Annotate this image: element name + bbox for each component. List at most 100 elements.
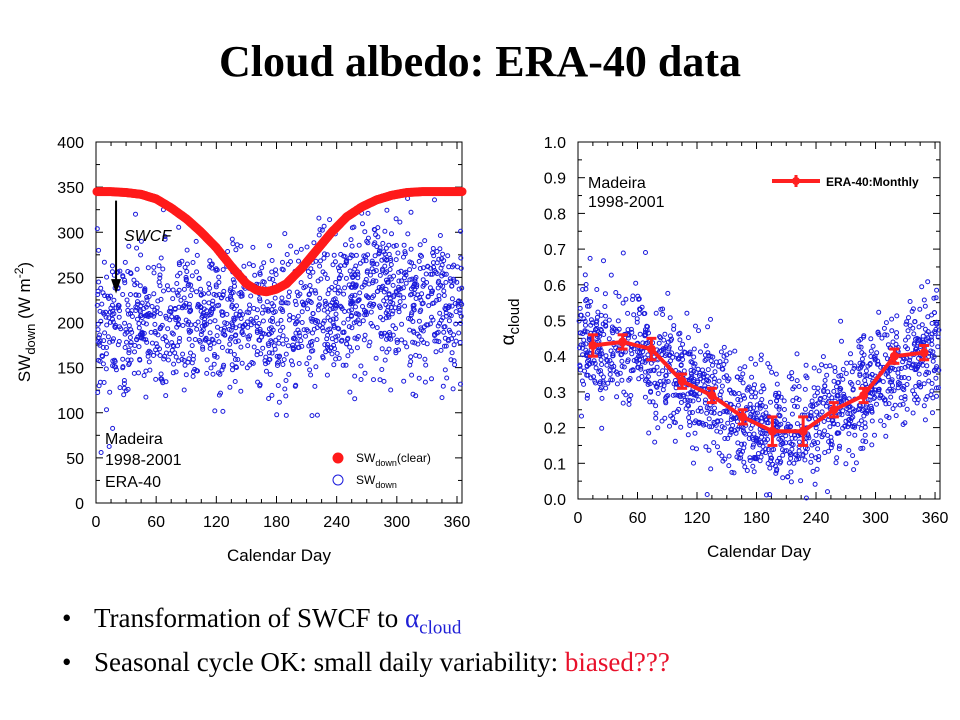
data-point-daily <box>676 406 682 412</box>
data-point-daily <box>185 359 191 365</box>
y-axis-label: SWdown (W m-2) <box>12 262 38 382</box>
data-point-daily <box>365 240 371 246</box>
data-point-daily <box>862 424 868 430</box>
data-point-daily <box>582 272 588 278</box>
data-point-daily <box>189 287 195 293</box>
data-point-daily <box>444 375 450 381</box>
y-tick-label: 300 <box>57 225 84 242</box>
data-point-daily <box>418 327 424 333</box>
data-point-daily <box>280 324 286 330</box>
data-point-daily <box>442 324 448 330</box>
data-point-daily <box>310 330 315 336</box>
data-point-daily <box>233 339 239 345</box>
data-point-daily <box>632 334 637 340</box>
data-point-daily <box>290 362 296 368</box>
data-point-daily <box>874 401 879 407</box>
data-point-daily <box>388 262 394 268</box>
data-point-daily <box>626 377 632 383</box>
data-point-daily <box>690 410 695 415</box>
data-point-daily <box>705 324 711 330</box>
data-point-daily <box>583 341 589 347</box>
data-point-daily <box>611 326 617 331</box>
data-point-daily <box>136 321 142 326</box>
data-point-daily <box>856 338 862 344</box>
data-point-daily <box>930 410 935 416</box>
y-tick-label: 0.2 <box>544 421 566 438</box>
data-point-daily <box>272 295 278 301</box>
data-point-daily <box>277 328 283 334</box>
data-point-daily <box>902 364 908 370</box>
data-point-daily <box>692 430 698 436</box>
data-point-daily <box>638 364 644 370</box>
data-point-daily <box>117 385 123 391</box>
data-point-daily <box>222 320 228 326</box>
data-point-daily <box>903 337 908 343</box>
data-point-daily <box>162 234 168 240</box>
data-point-daily <box>796 448 802 454</box>
data-point-daily <box>840 376 846 382</box>
data-point-daily <box>607 371 613 377</box>
data-point-daily <box>900 386 906 391</box>
data-point-daily <box>121 381 127 387</box>
data-point-daily <box>298 280 304 286</box>
data-point-daily <box>227 384 233 390</box>
data-point-daily <box>299 309 305 315</box>
data-point-daily <box>803 449 809 455</box>
data-point-daily <box>224 321 230 326</box>
data-point-daily <box>333 311 339 317</box>
data-point-daily <box>288 259 293 265</box>
data-point-daily <box>408 316 414 322</box>
data-point-daily <box>379 367 385 372</box>
data-point-daily <box>252 272 258 278</box>
data-point-daily <box>914 366 919 372</box>
data-point-daily <box>688 359 694 365</box>
data-point-daily <box>405 231 411 237</box>
data-point-daily <box>735 402 741 408</box>
data-point-daily <box>377 272 383 278</box>
data-point-daily <box>441 288 447 294</box>
x-tick-label: 360 <box>444 514 471 531</box>
data-point-monthly <box>829 405 839 415</box>
data-point-daily <box>733 430 739 436</box>
data-point-daily <box>162 236 168 242</box>
data-point-daily <box>648 360 654 366</box>
data-point-daily <box>614 394 620 400</box>
data-point-daily <box>582 328 588 334</box>
data-point-daily <box>122 345 128 350</box>
data-point-daily <box>365 210 371 216</box>
data-point-daily <box>890 339 896 345</box>
data-point-daily <box>726 453 732 459</box>
data-point-daily <box>662 331 668 337</box>
data-point-daily <box>124 329 130 335</box>
data-point-daily <box>858 418 864 424</box>
data-point-daily <box>321 255 327 261</box>
data-point-daily <box>251 320 257 326</box>
data-point-daily <box>131 277 137 283</box>
data-point-daily <box>451 342 457 348</box>
data-point-daily <box>731 470 737 476</box>
data-point-daily <box>459 301 465 307</box>
data-point-daily <box>735 440 741 446</box>
data-point-daily <box>328 345 334 351</box>
data-point-daily <box>181 303 187 309</box>
data-point-daily <box>136 344 142 350</box>
data-point-daily <box>231 279 237 285</box>
data-point-daily <box>363 277 369 282</box>
data-point-daily <box>374 261 380 267</box>
data-point-daily <box>786 374 792 380</box>
data-point-daily <box>179 258 185 264</box>
data-point-daily <box>910 410 916 416</box>
data-point-daily <box>418 297 424 303</box>
data-point-daily <box>410 303 416 309</box>
data-point-daily <box>170 287 176 293</box>
data-point-daily <box>753 390 759 396</box>
data-point-daily <box>833 460 839 466</box>
data-point-daily <box>101 259 107 265</box>
data-point-daily <box>393 348 399 353</box>
data-point-daily <box>839 338 844 344</box>
data-point-daily <box>394 337 400 343</box>
data-point-daily <box>832 365 838 371</box>
data-point-daily <box>751 405 756 411</box>
data-point-daily <box>764 420 770 426</box>
data-point-daily <box>934 321 940 327</box>
